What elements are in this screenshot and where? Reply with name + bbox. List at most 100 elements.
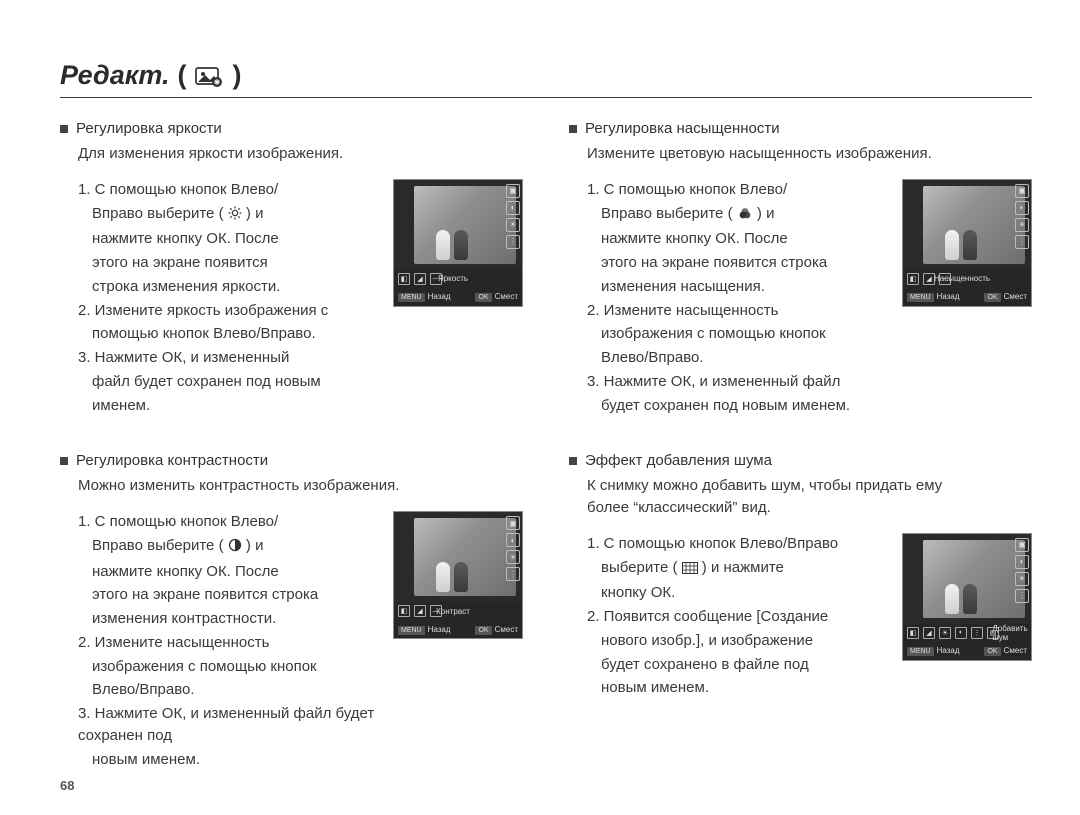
- step-text: Вправо выберите ( ) и: [78, 203, 377, 227]
- noise-heading: Эффект добавления шума: [569, 452, 1032, 469]
- noise-section: Эффект добавления шума К снимку можно до…: [569, 452, 1032, 701]
- contrast-body: 1. С помощью кнопок Влево/ Вправо выбери…: [60, 511, 523, 772]
- step-text: новым именем.: [78, 749, 377, 771]
- step-text: Влево/Вправо.: [78, 679, 377, 701]
- step-text: именем.: [78, 395, 377, 417]
- step-text: 1. С помощью кнопок Влево/Вправо: [587, 533, 886, 555]
- saturation-icon: [737, 205, 753, 227]
- paren-close: ): [233, 60, 242, 91]
- step-text: 2. Появится сообщение [Создание: [587, 606, 886, 628]
- contrast-heading: Регулировка контрастности: [60, 452, 523, 469]
- step-text: файл будет сохранен под новым: [78, 371, 377, 393]
- title-rule: [60, 97, 1032, 98]
- left-column: Регулировка яркости Для изменения яркост…: [60, 120, 523, 806]
- step-text: Вправо выберите ( ) и: [78, 535, 377, 559]
- step-text: нового изобр.], и изображение: [587, 630, 886, 652]
- thumb-side-icons: ▣◐☀⋮: [1015, 538, 1029, 603]
- step-text: этого на экране появится строка: [78, 584, 377, 606]
- step-text: нажмите кнопку ОК. После: [587, 228, 886, 250]
- step-text: кнопку ОК.: [587, 582, 886, 604]
- brightness-body: 1. С помощью кнопок Влево/ Вправо выбери…: [60, 179, 523, 419]
- step-text: Вправо выберите ( ) и: [587, 203, 886, 227]
- contrast-thumbnail: ▣◐☀⋮ ◧◢— Контраст MENUНазад OKСмест: [393, 511, 523, 639]
- step-text: будет сохранен под новым именем.: [587, 395, 886, 417]
- thumb-photo: [923, 540, 1025, 618]
- sun-icon: [228, 205, 242, 227]
- step-text: изображения с помощью кнопок: [587, 323, 886, 345]
- thumb-photo: [414, 518, 516, 596]
- saturation-subtitle: Измените цветовую насыщенность изображен…: [587, 143, 1032, 165]
- thumb-footer: MENUНазад OKСмест: [394, 288, 522, 306]
- thumb-side-icons: ▣◐☀⋮: [1015, 184, 1029, 249]
- step-text: 1. С помощью кнопок Влево/: [587, 179, 886, 201]
- saturation-body: 1. С помощью кнопок Влево/ Вправо выбери…: [569, 179, 1032, 419]
- thumb-bar-label: Добавить шум: [1003, 628, 1015, 638]
- step-text: 3. Нажмите ОК, и измененный: [78, 347, 377, 369]
- step-text: 3. Нажмите ОК, и измененный файл будет с…: [78, 703, 377, 747]
- bullet-icon: [60, 457, 68, 465]
- noise-grid-icon: [682, 559, 698, 581]
- manual-page: Редакт. ( ) Регулировка яркости Для изме: [0, 0, 1080, 815]
- thumb-bar-label: Яркость: [446, 274, 458, 284]
- thumb-bar-label: Насыщенность: [955, 274, 967, 284]
- saturation-steps: 1. С помощью кнопок Влево/ Вправо выбери…: [587, 179, 886, 419]
- thumb-bar-label: Контраст: [446, 606, 458, 616]
- contrast-steps: 1. С помощью кнопок Влево/ Вправо выбери…: [78, 511, 377, 772]
- step-text: изменения насыщения.: [587, 276, 886, 298]
- step-text: 2. Измените насыщенность: [78, 632, 377, 654]
- step-text: помощью кнопок Влево/Вправо.: [78, 323, 377, 345]
- noise-subtitle: К снимку можно добавить шум, чтобы прида…: [587, 475, 1032, 519]
- contrast-subtitle: Можно изменить контрастность изображения…: [78, 475, 523, 497]
- thumb-icon-bar: ◧◢— Насыщенность: [903, 270, 1031, 288]
- thumb-icon-bar: ◧◢— Яркость: [394, 270, 522, 288]
- step-text: 3. Нажмите ОК, и измененный файл: [587, 371, 886, 393]
- contrast-icon: [228, 537, 242, 559]
- thumb-icon-bar: ◧◢— Контраст: [394, 602, 522, 620]
- noise-body: 1. С помощью кнопок Влево/Вправо выберит…: [569, 533, 1032, 701]
- brightness-thumbnail: ▣◐☀⋮ ◧◢— Яркость MENUНазад OKСмест: [393, 179, 523, 307]
- thumb-photo-area: ▣◐☀⋮: [394, 512, 522, 602]
- thumb-side-icons: ▣◐☀⋮: [506, 516, 520, 581]
- step-text: 1. С помощью кнопок Влево/: [78, 179, 377, 201]
- page-title-text: Редакт.: [60, 60, 170, 91]
- step-text: 2. Измените яркость изображения с: [78, 300, 377, 322]
- step-text: новым именем.: [587, 677, 886, 699]
- step-text: 2. Измените насыщенность: [587, 300, 886, 322]
- step-text: будет сохранено в файле под: [587, 654, 886, 676]
- step-text: изменения контрастности.: [78, 608, 377, 630]
- thumb-photo-area: ▣◐☀⋮: [903, 534, 1031, 624]
- saturation-heading-text: Регулировка насыщенности: [585, 120, 780, 137]
- contrast-heading-text: Регулировка контрастности: [76, 452, 268, 469]
- step-text: нажмите кнопку ОК. После: [78, 228, 377, 250]
- thumb-photo-area: ▣◐☀⋮: [394, 180, 522, 270]
- thumb-photo: [923, 186, 1025, 264]
- thumb-photo: [414, 186, 516, 264]
- edit-photo-icon: [195, 65, 225, 87]
- brightness-heading: Регулировка яркости: [60, 120, 523, 137]
- bullet-icon: [569, 125, 577, 133]
- step-text: этого на экране появится: [78, 252, 377, 274]
- step-text: Влево/Вправо.: [587, 347, 886, 369]
- brightness-subtitle: Для изменения яркости изображения.: [78, 143, 523, 165]
- brightness-steps: 1. С помощью кнопок Влево/ Вправо выбери…: [78, 179, 377, 419]
- thumb-footer: MENUНазад OKСмест: [903, 288, 1031, 306]
- page-number: 68: [60, 778, 74, 793]
- columns: Регулировка яркости Для изменения яркост…: [60, 120, 1032, 806]
- step-text: выберите ( ) и нажмите: [587, 557, 886, 581]
- step-text: нажмите кнопку ОК. После: [78, 561, 377, 583]
- thumb-side-icons: ▣◐☀⋮: [506, 184, 520, 249]
- step-text: этого на экране появится строка: [587, 252, 886, 274]
- right-column: Регулировка насыщенности Измените цветов…: [569, 120, 1032, 806]
- paren-open: (: [178, 60, 187, 91]
- bullet-icon: [60, 125, 68, 133]
- thumb-footer: MENUНазад OKСмест: [394, 620, 522, 638]
- bullet-icon: [569, 457, 577, 465]
- step-text: изображения с помощью кнопок: [78, 656, 377, 678]
- brightness-heading-text: Регулировка яркости: [76, 120, 222, 137]
- thumb-footer: MENUНазад OKСмест: [903, 642, 1031, 660]
- saturation-heading: Регулировка насыщенности: [569, 120, 1032, 137]
- noise-heading-text: Эффект добавления шума: [585, 452, 772, 469]
- page-title: Редакт. ( ): [60, 60, 1032, 91]
- step-text: строка изменения яркости.: [78, 276, 377, 298]
- noise-steps: 1. С помощью кнопок Влево/Вправо выберит…: [587, 533, 886, 701]
